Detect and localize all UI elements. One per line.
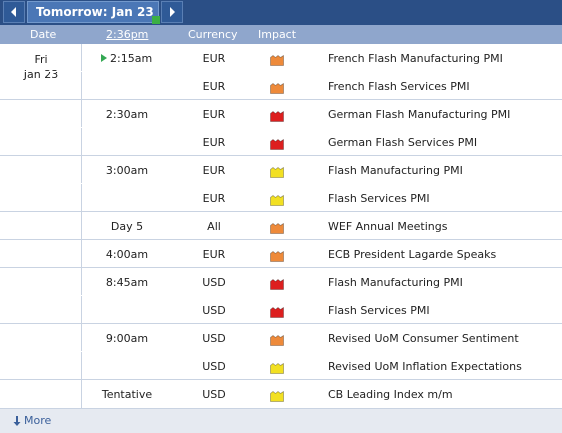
event-time-label: Day 5 bbox=[110, 220, 144, 233]
event-title[interactable]: Revised UoM Consumer Sentiment bbox=[328, 332, 519, 345]
impact-red-icon[interactable] bbox=[270, 139, 284, 150]
event-currency: USD bbox=[202, 360, 226, 373]
event-time: Tentative bbox=[88, 388, 166, 401]
impact-orange-icon[interactable] bbox=[270, 251, 284, 262]
event-time-label: 4:00am bbox=[105, 248, 149, 261]
impact-yellow-icon[interactable] bbox=[270, 391, 284, 402]
arrow-down-icon bbox=[13, 415, 21, 426]
event-title[interactable]: Revised UoM Inflation Expectations bbox=[328, 360, 522, 373]
impact-red-icon[interactable] bbox=[270, 111, 284, 122]
event-time: 4:00am bbox=[88, 248, 166, 261]
event-time: 3:00am bbox=[88, 164, 166, 177]
event-currency: EUR bbox=[202, 164, 226, 177]
calendar-footer: More bbox=[0, 408, 562, 433]
current-time-link[interactable]: 2:36pm bbox=[106, 28, 149, 41]
previous-day-button[interactable] bbox=[3, 1, 25, 23]
event-title[interactable]: German Flash Services PMI bbox=[328, 136, 478, 149]
impact-orange-icon[interactable] bbox=[270, 223, 284, 234]
next-day-button[interactable] bbox=[161, 1, 183, 23]
event-currency: All bbox=[207, 220, 221, 233]
event-title[interactable]: Flash Manufacturing PMI bbox=[328, 276, 463, 289]
event-row[interactable]: 9:00am USD Revised UoM Consumer Sentiment bbox=[0, 324, 562, 352]
event-time-label: 9:00am bbox=[105, 332, 149, 345]
event-title[interactable]: CB Leading Index m/m bbox=[328, 388, 453, 401]
date-column-header: Date bbox=[30, 28, 57, 41]
event-title[interactable]: French Flash Manufacturing PMI bbox=[328, 52, 503, 65]
event-time-label: Tentative bbox=[101, 388, 153, 401]
impact-orange-icon[interactable] bbox=[270, 335, 284, 346]
calendar-toolbar: Tomorrow: Jan 23 bbox=[0, 0, 562, 25]
event-currency: EUR bbox=[202, 136, 226, 149]
impact-orange-icon[interactable] bbox=[270, 83, 284, 94]
events-table: 2:15am EUR French Flash Manufacturing PMI E… bbox=[0, 44, 562, 408]
currency-column-header: Currency bbox=[188, 28, 238, 41]
date-cell: Fri Jan 23 bbox=[0, 44, 82, 409]
more-link[interactable]: More bbox=[13, 414, 51, 427]
date-day: Fri bbox=[34, 53, 48, 66]
day-tab[interactable]: Tomorrow: Jan 23 bbox=[27, 1, 159, 23]
event-title[interactable]: ECB President Lagarde Speaks bbox=[328, 248, 497, 261]
event-time: 2:15am bbox=[101, 52, 179, 65]
event-row[interactable]: EUR Flash Services PMI bbox=[0, 184, 562, 212]
event-row[interactable]: 8:45am USD Flash Manufacturing PMI bbox=[0, 268, 562, 296]
impact-yellow-icon[interactable] bbox=[270, 167, 284, 178]
event-currency: USD bbox=[202, 304, 226, 317]
event-row[interactable]: USD Revised UoM Inflation Expectations bbox=[0, 352, 562, 380]
event-currency: EUR bbox=[202, 248, 226, 261]
event-row[interactable]: EUR German Flash Services PMI bbox=[0, 128, 562, 156]
event-row[interactable]: USD Flash Services PMI bbox=[0, 296, 562, 324]
event-row[interactable]: EUR French Flash Services PMI bbox=[0, 72, 562, 100]
event-title[interactable]: WEF Annual Meetings bbox=[328, 220, 448, 233]
event-currency: USD bbox=[202, 276, 226, 289]
event-currency: EUR bbox=[202, 108, 226, 121]
event-row[interactable]: 4:00am EUR ECB President Lagarde Speaks bbox=[0, 240, 562, 268]
event-title[interactable]: French Flash Services PMI bbox=[328, 80, 470, 93]
event-title[interactable]: Flash Services PMI bbox=[328, 304, 430, 317]
chevron-right-icon bbox=[170, 7, 175, 17]
event-time-label: 3:00am bbox=[105, 164, 149, 177]
current-day-marker bbox=[152, 16, 160, 24]
event-time: Day 5 bbox=[88, 220, 166, 233]
impact-column-header: Impact bbox=[258, 28, 297, 41]
upcoming-arrow-icon bbox=[101, 54, 107, 62]
chevron-left-icon bbox=[11, 7, 16, 17]
impact-yellow-icon[interactable] bbox=[270, 363, 284, 374]
event-row[interactable]: Tentative USD CB Leading Index m/m bbox=[0, 380, 562, 408]
event-currency: USD bbox=[202, 332, 226, 345]
column-header: Date 2:36pm Currency Impact bbox=[0, 25, 562, 44]
event-title[interactable]: Flash Manufacturing PMI bbox=[328, 164, 463, 177]
event-time-label: 2:30am bbox=[105, 108, 149, 121]
event-row[interactable]: Day 5 All WEF Annual Meetings bbox=[0, 212, 562, 240]
impact-orange-icon[interactable] bbox=[270, 55, 284, 66]
impact-red-icon[interactable] bbox=[270, 279, 284, 290]
impact-red-icon[interactable] bbox=[270, 307, 284, 318]
impact-yellow-icon[interactable] bbox=[270, 195, 284, 206]
event-row[interactable]: 2:15am EUR French Flash Manufacturing PMI bbox=[0, 44, 562, 72]
event-title[interactable]: Flash Services PMI bbox=[328, 192, 430, 205]
event-time: 2:30am bbox=[88, 108, 166, 121]
event-title[interactable]: German Flash Manufacturing PMI bbox=[328, 108, 511, 121]
event-currency: EUR bbox=[202, 52, 226, 65]
event-row[interactable]: 2:30am EUR German Flash Manufacturing PMI bbox=[0, 100, 562, 128]
event-time-label: 2:15am bbox=[110, 52, 153, 65]
event-time: 8:45am bbox=[88, 276, 166, 289]
event-currency: USD bbox=[202, 388, 226, 401]
event-currency: EUR bbox=[202, 80, 226, 93]
event-row[interactable]: 3:00am EUR Flash Manufacturing PMI bbox=[0, 156, 562, 184]
more-label: More bbox=[24, 414, 52, 427]
event-time: 9:00am bbox=[88, 332, 166, 345]
event-currency: EUR bbox=[202, 192, 226, 205]
event-time-label: 8:45am bbox=[105, 276, 149, 289]
